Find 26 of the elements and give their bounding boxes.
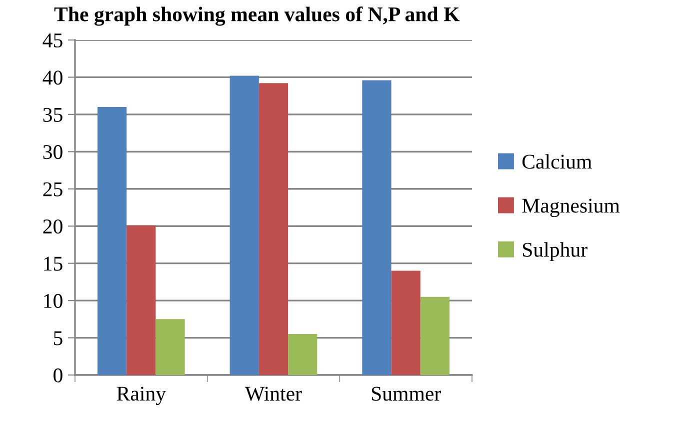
y-tick-label: 40 bbox=[42, 70, 62, 85]
bar bbox=[230, 76, 259, 375]
x-tick-label: Winter bbox=[245, 386, 302, 401]
y-tick-label: 15 bbox=[44, 256, 62, 271]
y-tick-label: 10 bbox=[44, 294, 62, 308]
y-tick-label: 5 bbox=[54, 331, 62, 346]
bar bbox=[288, 334, 318, 375]
legend-label: Sulphur bbox=[523, 242, 588, 262]
y-tick-label: 0 bbox=[54, 368, 62, 382]
bar bbox=[420, 296, 450, 375]
legend-label: Magnesium bbox=[522, 198, 620, 218]
y-tick-label: 20 bbox=[43, 219, 62, 234]
bar bbox=[391, 270, 420, 375]
x-tick-label: Summer bbox=[372, 386, 441, 401]
bar bbox=[258, 83, 288, 375]
bar bbox=[156, 319, 185, 375]
legend-label: Calcium bbox=[522, 154, 592, 169]
x-tick-label: Rainy bbox=[116, 386, 166, 406]
bar bbox=[97, 107, 127, 375]
y-tick-label: 35 bbox=[43, 108, 62, 122]
bar bbox=[362, 80, 392, 375]
bar bbox=[126, 225, 156, 375]
y-tick-label: 45 bbox=[42, 34, 62, 48]
y-tick-label: 30 bbox=[43, 145, 62, 160]
chart-title: The graph showing mean values of N,P and K bbox=[54, 6, 460, 26]
y-tick-label: 25 bbox=[43, 182, 62, 196]
